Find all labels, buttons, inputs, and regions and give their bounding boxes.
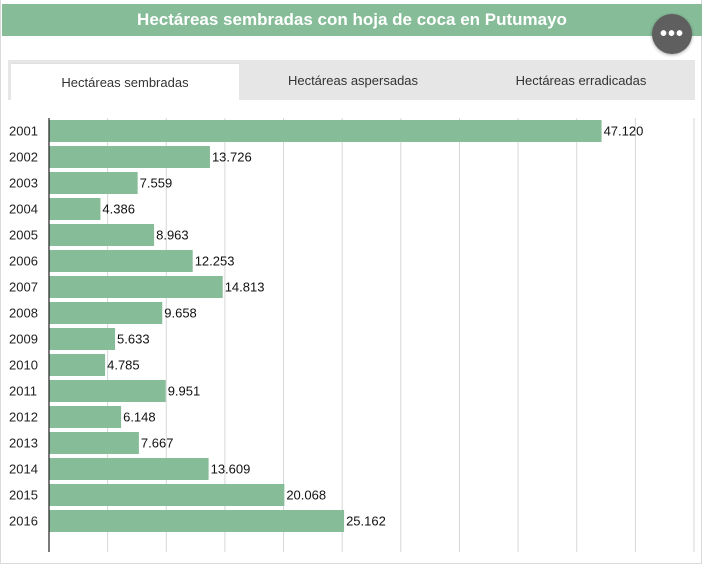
category-label: 2011: [9, 384, 37, 399]
bar: [49, 510, 345, 532]
tab-bar: Hectáreas sembradas Hectáreas aspersadas…: [8, 60, 695, 100]
category-label: 2016: [9, 514, 38, 529]
bar: [49, 302, 163, 324]
value-label: 8.963: [156, 228, 189, 243]
value-label: 14.813: [225, 280, 265, 295]
category-label: 2008: [9, 306, 38, 321]
value-label: 6.148: [123, 410, 156, 425]
more-horizontal-icon: •••: [659, 22, 684, 45]
value-label: 7.559: [140, 176, 173, 191]
bar: [49, 224, 155, 246]
tab-hectareas-aspersadas[interactable]: Hectáreas aspersadas: [239, 60, 467, 100]
bar: [49, 198, 101, 220]
tab-label: Hectáreas aspersadas: [287, 72, 419, 88]
bar: [49, 172, 138, 194]
bar-chart: 2001 47.120 2002 13.726 2003 7.559 2004 4.386 20…: [9, 118, 695, 552]
more-options-button[interactable]: •••: [652, 14, 692, 54]
value-label: 7.667: [141, 436, 174, 451]
category-label: 2005: [9, 228, 38, 243]
value-label: 25.162: [346, 514, 386, 529]
category-label: 2012: [9, 410, 38, 425]
bar: [49, 120, 602, 142]
tab-hectareas-sembradas[interactable]: Hectáreas sembradas: [11, 63, 239, 100]
value-label: 47.120: [604, 124, 644, 139]
category-label: 2006: [9, 254, 38, 269]
category-label: 2009: [9, 332, 38, 347]
category-label: 2003: [9, 176, 38, 191]
category-label: 2007: [9, 280, 38, 295]
value-label: 5.633: [117, 332, 150, 347]
bar: [49, 328, 116, 350]
bar: [49, 432, 139, 454]
value-label: 9.951: [168, 384, 201, 399]
chart-title-bar: Hectáreas sembradas con hoja de coca en …: [2, 4, 702, 36]
bar: [49, 484, 285, 506]
category-label: 2015: [9, 488, 38, 503]
category-label: 2014: [9, 462, 38, 477]
category-label: 2002: [9, 150, 38, 165]
value-label: 4.386: [102, 202, 135, 217]
category-label: 2010: [9, 358, 38, 373]
bar: [49, 458, 209, 480]
bar: [49, 250, 193, 272]
value-label: 13.726: [212, 150, 252, 165]
bar: [49, 380, 166, 402]
bar: [49, 406, 122, 428]
value-label: 20.068: [286, 488, 326, 503]
category-label: 2004: [9, 202, 38, 217]
tab-label: Hectáreas sembradas: [61, 74, 189, 90]
tab-label: Hectáreas erradicadas: [515, 72, 647, 88]
value-label: 13.609: [211, 462, 251, 477]
chart-title: Hectáreas sembradas con hoja de coca en …: [137, 10, 567, 29]
bar: [49, 146, 210, 168]
tab-hectareas-erradicadas[interactable]: Hectáreas erradicadas: [467, 60, 695, 100]
value-label: 12.253: [195, 254, 235, 269]
value-label: 4.785: [107, 358, 140, 373]
value-label: 9.658: [164, 306, 197, 321]
category-label: 2001: [9, 124, 38, 139]
bar: [49, 354, 106, 376]
category-label: 2013: [9, 436, 38, 451]
bar: [49, 276, 223, 298]
